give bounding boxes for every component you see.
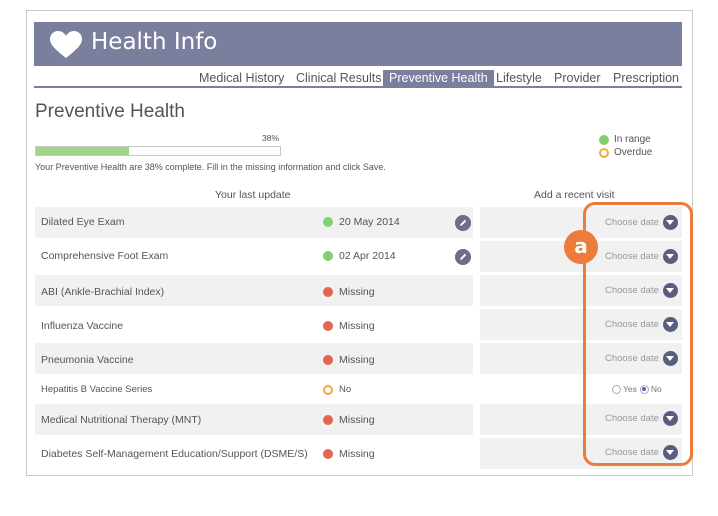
row-status: No [323,384,351,395]
tab-prescription[interactable]: Prescription [613,71,679,85]
row-name-hepatitis-b: Hepatitis B Vaccine Series [41,384,153,395]
status-text: Missing [339,320,375,332]
chevron-down-icon [662,445,678,460]
choose-date-label: Choose date [605,217,659,228]
in-range-swatch [599,134,609,145]
callout-badge: a [564,230,598,264]
row-background [35,343,473,374]
progress-fill [36,147,129,155]
chevron-down-icon [662,317,678,332]
chevron-down-icon [662,249,678,264]
column-header-last-update: Your last update [215,189,291,201]
page-title: Preventive Health [35,101,185,122]
overdue-swatch [599,147,609,158]
choose-date-label: Choose date [605,413,659,424]
choose-date-label: Choose date [605,353,659,364]
edit-pencil-icon[interactable] [455,215,471,231]
choose-date-dropdown[interactable]: Choose date [605,283,678,298]
choose-date-label: Choose date [605,447,659,458]
callout-highlight-box [583,202,693,466]
radio-yes-label: Yes [623,384,637,394]
row-status: 20 May 2014 [323,216,400,228]
tab-bar: Medical History Clinical Results Prevent… [34,70,682,88]
tab-preventive-health[interactable]: Preventive Health [383,70,494,87]
chevron-down-icon [662,283,678,298]
missing-dot [323,415,333,425]
status-text: 20 May 2014 [339,216,400,228]
row-background [480,404,682,435]
tab-clinical-results[interactable]: Clinical Results [296,71,382,85]
row-background [35,207,473,238]
row-background [35,404,473,435]
row-name-dsmes: Diabetes Self-Management Education/Suppo… [41,448,308,460]
choose-date-dropdown[interactable]: Choose date [605,411,678,426]
overdue-dot [323,384,333,395]
choose-date-label: Choose date [605,319,659,330]
radio-yes[interactable] [612,384,621,394]
choose-date-dropdown[interactable]: Choose date [605,351,678,366]
row-status: 02 Apr 2014 [323,250,396,262]
in-range-dot [323,217,333,227]
radio-no[interactable] [639,384,649,394]
row-background [480,343,682,374]
chevron-down-icon [662,215,678,230]
radio-no-label: No [650,384,662,394]
row-status: Missing [323,354,375,366]
choose-date-dropdown[interactable]: Choose date [605,445,678,460]
status-text: 02 Apr 2014 [339,250,396,262]
status-text: Missing [339,414,375,426]
row-status: Missing [323,448,375,460]
status-text: Missing [339,286,375,298]
row-name-mnt: Medical Nutritional Therapy (MNT) [41,414,202,426]
choose-date-dropdown[interactable]: Choose date [605,317,678,332]
app-header: Health Info [34,22,682,66]
row-name-influenza-vaccine: Influenza Vaccine [41,320,124,332]
chevron-down-icon [662,411,678,426]
status-text: Missing [339,448,375,460]
choose-date-dropdown[interactable]: Choose date [605,215,678,230]
missing-dot [323,321,333,331]
row-name-comprehensive-foot-exam: Comprehensive Foot Exam [41,250,169,262]
choose-date-label: Choose date [605,251,659,262]
status-text: No [339,384,352,395]
row-name-dilated-eye-exam: Dilated Eye Exam [41,216,125,228]
tab-medical-history[interactable]: Medical History [199,71,285,85]
progress-note: Your Preventive Health are 38% complete.… [35,162,386,172]
column-header-add-visit: Add a recent visit [534,189,615,201]
status-text: Missing [339,354,375,366]
row-status: Missing [323,320,375,332]
row-name-abi: ABI (Ankle-Brachial Index) [41,286,165,298]
progress-bar [35,146,281,156]
chevron-down-icon [662,351,678,366]
tab-provider[interactable]: Provider [554,71,601,85]
choose-date-dropdown[interactable]: Choose date [605,249,678,264]
legend-in-range: In range [614,134,651,145]
in-range-dot [323,251,333,261]
heart-icon [50,31,82,58]
progress-percent: 38% [262,133,280,143]
tab-lifestyle[interactable]: Lifestyle [496,71,542,85]
edit-pencil-icon[interactable] [455,249,471,265]
hepatitis-radio-group: Yes No [612,384,662,394]
row-background [480,309,682,340]
missing-dot [323,449,333,459]
app-title: Health Info [91,29,218,55]
choose-date-label: Choose date [605,285,659,296]
row-background [35,275,473,306]
missing-dot [323,355,333,365]
row-status: Missing [323,414,375,426]
row-name-pneumonia-vaccine: Pneumonia Vaccine [41,354,134,366]
legend-overdue: Overdue [614,147,653,158]
row-background [480,275,682,306]
missing-dot [323,287,333,297]
legend: In range Overdue [599,133,652,159]
row-status: Missing [323,286,375,298]
